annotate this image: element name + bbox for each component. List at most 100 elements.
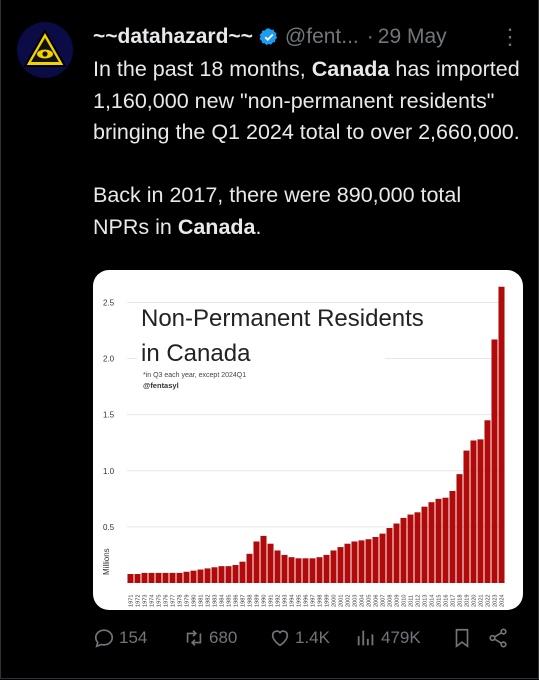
x-tick-label: 2019 <box>465 595 471 607</box>
bar-1994 <box>288 557 295 583</box>
bar-1991 <box>267 543 274 583</box>
bar-1977 <box>169 572 176 583</box>
bar-2010 <box>400 517 407 583</box>
p1-start: In the past 18 months, <box>93 57 312 81</box>
view-count: 479K <box>381 628 421 647</box>
x-tick-label: 1972 <box>136 595 142 607</box>
x-tick-label: 1986 <box>234 595 240 607</box>
bar-1976 <box>162 572 169 583</box>
x-tick-label: 1990 <box>262 595 268 607</box>
action-bar: 154 680 1.4K 479K <box>93 622 522 654</box>
bar-2008 <box>386 528 393 583</box>
x-tick-label: 2013 <box>423 595 429 607</box>
views-button[interactable]: 479K <box>355 627 451 649</box>
bar-1986 <box>232 565 239 583</box>
like-button[interactable]: 1.4K <box>269 627 355 649</box>
x-tick-label: 2006 <box>374 595 380 607</box>
bar-2016 <box>442 497 449 583</box>
p2-start: Back in 2017, there were 890,000 total N… <box>93 183 462 239</box>
user-handle[interactable]: @fent... <box>284 25 359 48</box>
x-tick-label: 1981 <box>199 595 205 607</box>
x-tick-label: 1997 <box>311 595 317 607</box>
bar-2020 <box>470 440 477 583</box>
display-name[interactable]: ~~datahazard~~ <box>93 25 253 48</box>
bar-2012 <box>414 512 421 583</box>
tweet-paragraph-1: In the past 18 months, Canada has import… <box>93 54 523 149</box>
x-tick-label: 1974 <box>150 595 156 607</box>
bar-2015 <box>435 498 442 583</box>
tweet-header: ~~datahazard~~ @fent... · 29 May ⋮ <box>93 22 522 52</box>
retweet-count: 680 <box>209 628 238 647</box>
y-axis-label: Millions <box>102 548 111 575</box>
x-tick-label: 2024 <box>500 595 506 607</box>
reply-button[interactable]: 154 <box>93 627 183 649</box>
bar-2005 <box>365 539 372 583</box>
x-tick-label: 2014 <box>430 595 436 607</box>
x-tick-label: 2007 <box>381 595 387 607</box>
x-tick-label: 2009 <box>395 595 401 607</box>
reply-icon <box>94 629 114 648</box>
chart-svg: 0.5 1.0 1.5 2.0 2.5 1971 1972 1973 1974 1975 1976… <box>102 286 506 607</box>
y-tick-label: 2.0 <box>103 355 115 364</box>
chart-bars <box>127 286 505 583</box>
bar-1974 <box>148 572 155 583</box>
x-tick-label: 1988 <box>248 595 254 607</box>
bookmark-button[interactable] <box>451 627 487 649</box>
x-tick-label: 1983 <box>213 595 219 607</box>
x-tick-label: 1989 <box>255 595 261 607</box>
x-tick-label: 2016 <box>444 595 450 607</box>
bar-1997 <box>309 558 316 583</box>
x-tick-label: 2005 <box>367 595 373 607</box>
x-tick-label: 1996 <box>304 595 310 607</box>
p2-bold: Canada <box>177 214 256 239</box>
like-count: 1.4K <box>295 628 330 647</box>
x-tick-label: 2008 <box>388 595 394 607</box>
y-tick-label: 1.5 <box>103 411 115 420</box>
x-tick-label: 2017 <box>451 595 457 607</box>
p1-end: has imported 1,160,000 new "non-permanen… <box>93 57 520 144</box>
x-tick-label: 2000 <box>332 595 338 607</box>
bar-2011 <box>407 514 414 583</box>
avatar-logo <box>17 22 73 78</box>
x-tick-label: 1977 <box>171 595 177 607</box>
tweet-paragraph-2: Back in 2017, there were 890,000 total N… <box>93 180 523 243</box>
more-options-icon[interactable]: ⋮ <box>499 24 522 49</box>
avatar[interactable] <box>17 22 73 78</box>
x-tick-label: 1985 <box>227 595 233 607</box>
x-tick-label: 1979 <box>185 595 191 607</box>
retweet-button[interactable]: 680 <box>183 627 269 649</box>
x-tick-label: 1999 <box>325 595 331 607</box>
bar-1995 <box>295 558 302 583</box>
bar-1980 <box>190 570 197 583</box>
bookmark-icon <box>455 628 469 648</box>
y-tick-labels: 0.5 1.0 1.5 2.0 2.5 <box>103 298 115 531</box>
x-tick-label: 2020 <box>472 595 478 607</box>
x-tick-label: 1976 <box>164 595 170 607</box>
bar-1975 <box>155 572 162 583</box>
bar-2002 <box>344 543 351 583</box>
share-button[interactable] <box>487 627 517 649</box>
x-tick-label: 2010 <box>402 595 408 607</box>
x-tick-label: 2021 <box>479 595 485 607</box>
verified-badge-icon <box>259 28 278 46</box>
bar-1992 <box>274 550 281 583</box>
chart-image[interactable]: 0.5 1.0 1.5 2.0 2.5 1971 1972 1973 1974 1975 1976… <box>93 270 523 610</box>
p2-end: . <box>255 214 262 239</box>
x-tick-label: 1978 <box>178 595 184 607</box>
x-tick-label: 2023 <box>493 595 499 607</box>
x-tick-label: 2004 <box>360 595 366 607</box>
bar-1971 <box>127 574 134 583</box>
heart-icon <box>271 630 289 647</box>
bar-2023 <box>491 339 498 583</box>
bar-2006 <box>372 536 379 583</box>
bar-2004 <box>358 540 365 583</box>
bar-2003 <box>351 541 358 583</box>
chart-title-line2: in Canada <box>141 340 251 367</box>
p1-bold: Canada <box>311 57 390 81</box>
x-tick-label: 1973 <box>143 595 149 607</box>
tweet-date[interactable]: 29 May <box>377 25 447 48</box>
bar-1973 <box>141 572 148 583</box>
separator-dot: · <box>366 25 374 48</box>
x-tick-label: 1994 <box>290 595 296 607</box>
